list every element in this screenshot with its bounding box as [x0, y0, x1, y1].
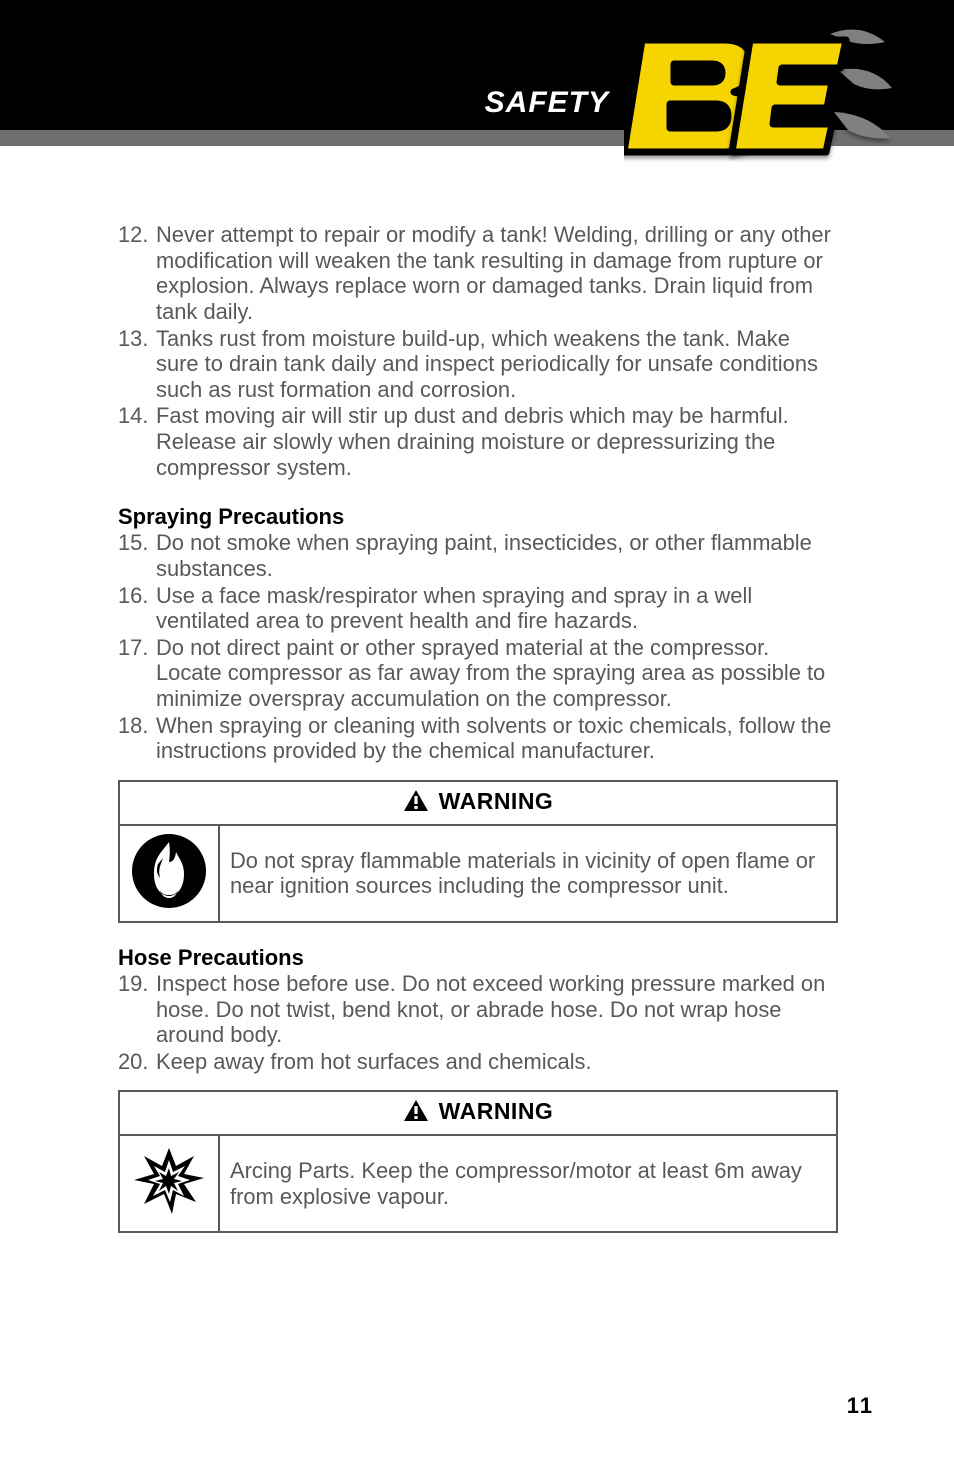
- list-block-1: 12.Never attempt to repair or modify a t…: [118, 222, 838, 480]
- header-title: SAFETY: [485, 86, 609, 120]
- warning-text: Do not spray flammable materials in vici…: [219, 825, 837, 922]
- list-item: 19.Inspect hose before use. Do not excee…: [118, 971, 838, 1048]
- warning-box-arcing: WARNING Arcing Parts. Keep the compresso…: [118, 1090, 838, 1233]
- section-heading-spraying: Spraying Precautions: [118, 504, 838, 530]
- flame-icon: [119, 825, 219, 922]
- list-item: 18.When spraying or cleaning with solven…: [118, 713, 838, 764]
- page-number: 11: [847, 1393, 874, 1419]
- list-block-3: 19.Inspect hose before use. Do not excee…: [118, 971, 838, 1075]
- warning-triangle-icon: [403, 1099, 429, 1128]
- explosion-icon: [119, 1135, 219, 1232]
- list-item: 13.Tanks rust from moisture build-up, wh…: [118, 326, 838, 403]
- list-item: 15.Do not smoke when spraying paint, ins…: [118, 530, 838, 581]
- list-item: 12.Never attempt to repair or modify a t…: [118, 222, 838, 325]
- list-item: 16.Use a face mask/respirator when spray…: [118, 583, 838, 634]
- warning-header: WARNING: [119, 781, 837, 825]
- list-item: 14.Fast moving air will stir up dust and…: [118, 403, 838, 480]
- warning-triangle-icon: [403, 789, 429, 818]
- brand-logo: [624, 12, 894, 182]
- page-content: 12.Never attempt to repair or modify a t…: [118, 222, 838, 1255]
- list-block-2: 15.Do not smoke when spraying paint, ins…: [118, 530, 838, 764]
- warning-box-flammable: WARNING Do not spray flammable materials…: [118, 780, 838, 923]
- warning-header: WARNING: [119, 1091, 837, 1135]
- list-item: 20.Keep away from hot surfaces and chemi…: [118, 1049, 838, 1075]
- warning-text: Arcing Parts. Keep the compressor/motor …: [219, 1135, 837, 1232]
- section-heading-hose: Hose Precautions: [118, 945, 838, 971]
- list-item: 17.Do not direct paint or other sprayed …: [118, 635, 838, 712]
